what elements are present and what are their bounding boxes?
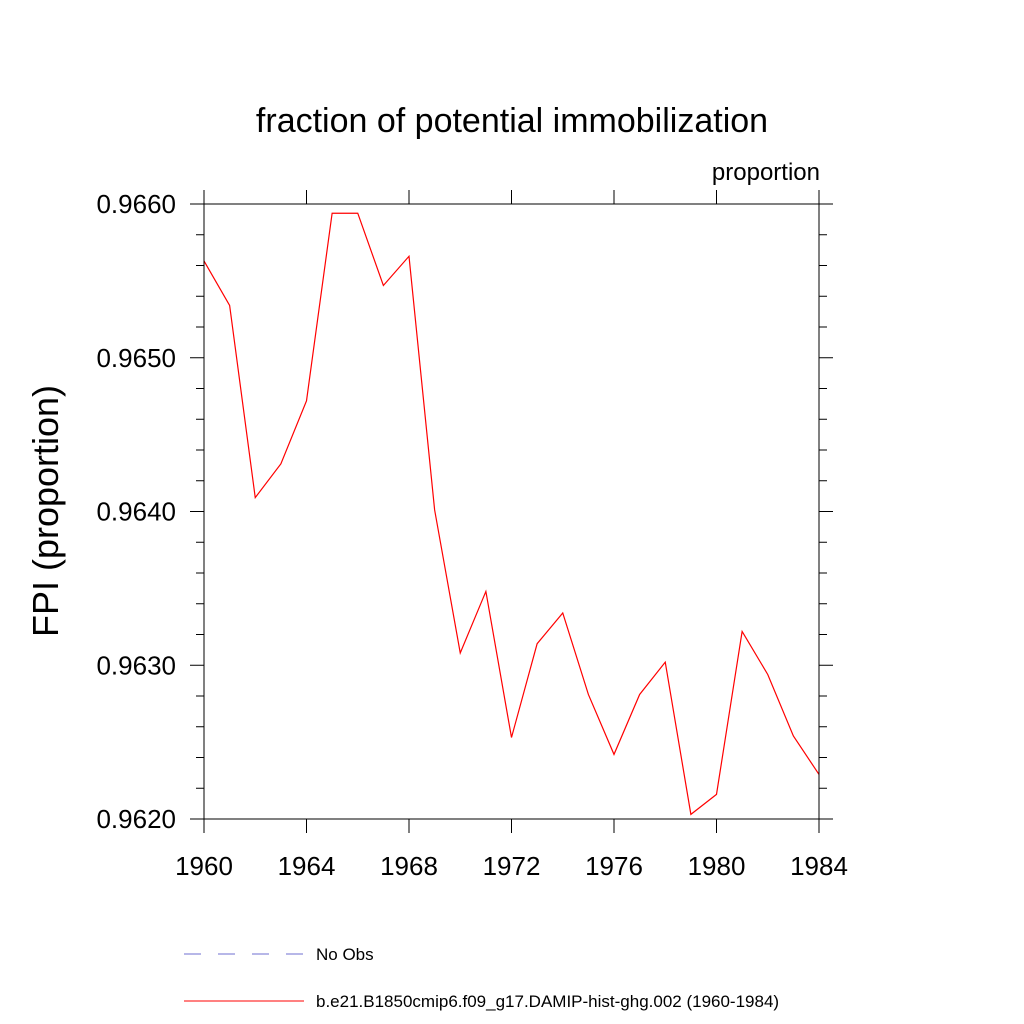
x-tick-label: 1972 <box>483 851 541 881</box>
y-tick-label: 0.9650 <box>96 343 176 373</box>
y-tick-label: 0.9620 <box>96 804 176 834</box>
x-tick-label: 1976 <box>585 851 643 881</box>
series-line <box>203 212 820 816</box>
y-tick-label: 0.9630 <box>96 650 176 680</box>
x-tick-labels: 1960 1964 1968 1972 1976 1980 1984 <box>175 851 848 881</box>
y-tick-labels: 0.9620 0.9630 0.9640 0.9650 0.9660 <box>96 189 176 834</box>
plot-series <box>203 212 820 816</box>
y-tick-label: 0.9640 <box>96 497 176 527</box>
legend: No Obs b.e21.B1850cmip6.f09_g17.DAMIP-his… <box>184 945 779 1011</box>
y-axis-label: FPI (proportion) <box>25 385 66 637</box>
legend-label: b.e21.B1850cmip6.f09_g17.DAMIP-hist-ghg.… <box>316 992 779 1011</box>
x-tick-label: 1980 <box>688 851 746 881</box>
axis-ticks <box>190 190 833 833</box>
x-tick-label: 1964 <box>278 851 336 881</box>
chart-title: fraction of potential immobilization <box>256 102 768 140</box>
x-tick-label: 1968 <box>380 851 438 881</box>
y-tick-label: 0.9660 <box>96 189 176 219</box>
legend-label: No Obs <box>316 945 374 964</box>
x-tick-label: 1984 <box>790 851 848 881</box>
plot-frame <box>203 203 820 820</box>
chart-subtitle: proportion <box>712 159 820 186</box>
x-tick-label: 1960 <box>175 851 233 881</box>
